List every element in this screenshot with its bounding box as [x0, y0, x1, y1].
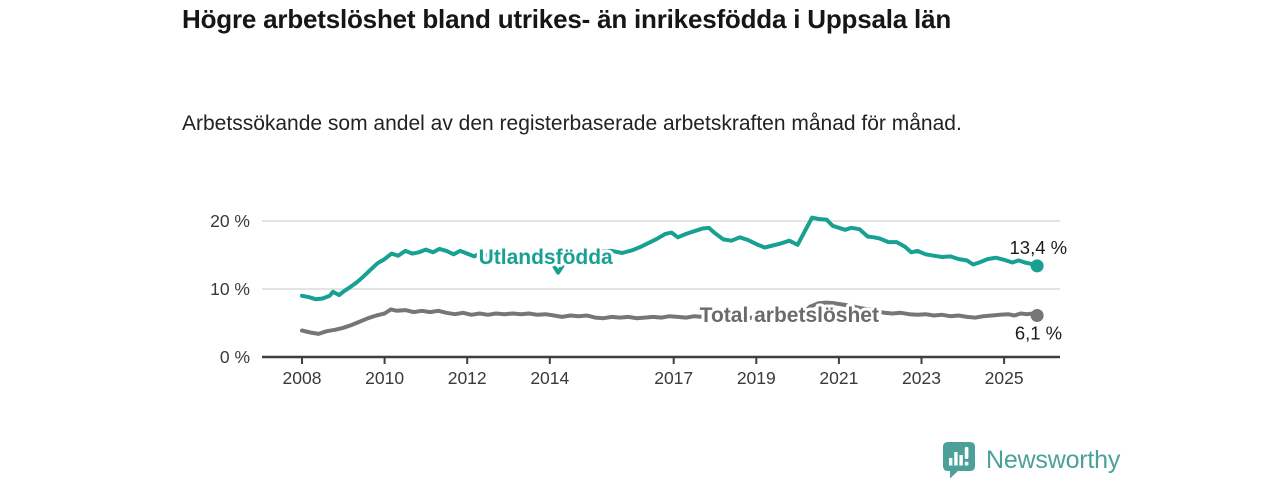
- y-axis-tick-label: 0 %: [220, 347, 250, 367]
- bar-chart-speech-bubble-icon: [943, 442, 975, 479]
- series-line-total: [300, 300, 1040, 336]
- x-axis-tick-label: 2023: [902, 368, 941, 388]
- x-axis-tick-label: 2012: [448, 368, 487, 388]
- x-axis-tick-label: 2010: [365, 368, 404, 388]
- chart-title: Högre arbetslöshet bland utrikes- än inr…: [182, 4, 952, 34]
- x-axis-tick-label: 2019: [737, 368, 776, 388]
- x-axis-tick-label: 2014: [530, 368, 569, 388]
- newsworthy-logo[interactable]: Newsworthy: [941, 441, 1120, 479]
- series-inline-label: Utlandsfödda: [479, 246, 613, 269]
- series-inline-label: Total arbetslöshet: [700, 304, 879, 327]
- series-end-value-label: 6,1 %: [1015, 323, 1062, 344]
- newsworthy-wordmark: Newsworthy: [986, 445, 1121, 474]
- series-end-value-label: 13,4 %: [1010, 237, 1068, 258]
- chart-subtitle: Arbetssökande som andel av den registerb…: [182, 112, 962, 135]
- series-end-dot: [1030, 259, 1044, 273]
- x-axis-tick-label: 2017: [654, 368, 693, 388]
- series-end-dot: [1030, 309, 1044, 323]
- y-axis-tick-label: 20 %: [210, 211, 250, 231]
- x-axis-tick-label: 2008: [283, 368, 322, 388]
- series-line-utlandsfodda: [300, 215, 1040, 302]
- x-axis-tick-label: 2025: [985, 368, 1024, 388]
- y-axis-tick-label: 10 %: [210, 279, 250, 299]
- x-axis-tick-label: 2021: [819, 368, 858, 388]
